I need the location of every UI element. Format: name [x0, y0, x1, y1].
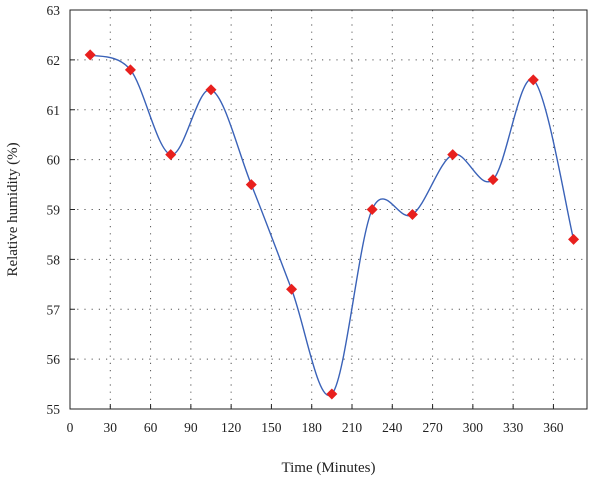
data-point-marker [447, 149, 459, 161]
data-point-marker [124, 64, 136, 76]
x-tick-labels: 0 30 60 90 120 150 180 210 240 270 300 330 360 [67, 420, 564, 435]
data-markers [84, 49, 580, 400]
axis-ticks [69, 9, 554, 410]
y-axis-title: Relative humidity (%) [5, 142, 21, 276]
x-tick-label: 270 [422, 420, 443, 435]
data-point-marker [527, 74, 539, 86]
x-tick-label: 30 [104, 420, 118, 435]
data-point-marker [487, 174, 499, 186]
data-point-marker [165, 149, 177, 161]
data-point-marker [568, 233, 580, 245]
x-tick-label: 300 [463, 420, 484, 435]
x-axis-title: Time (Minutes) [281, 460, 375, 476]
x-tick-label: 180 [302, 420, 323, 435]
data-point-marker [84, 49, 96, 61]
y-tick-label: 63 [47, 3, 61, 18]
series-line [89, 54, 575, 397]
y-tick-labels: 55 56 57 58 59 60 61 62 63 [47, 3, 61, 417]
data-point-marker [286, 283, 298, 295]
x-tick-label: 120 [221, 420, 242, 435]
y-tick-label: 58 [47, 252, 61, 267]
y-tick-label: 60 [47, 153, 61, 168]
y-tick-label: 59 [47, 203, 61, 218]
x-tick-label: 360 [543, 420, 564, 435]
y-tick-label: 55 [47, 402, 61, 417]
y-tick-label: 56 [47, 352, 61, 367]
x-tick-label: 60 [144, 420, 158, 435]
x-tick-label: 90 [184, 420, 198, 435]
x-tick-label: 150 [261, 420, 282, 435]
y-tick-label: 57 [47, 302, 61, 317]
data-point-marker [406, 208, 418, 220]
data-point-marker [245, 179, 257, 191]
x-tick-label: 240 [382, 420, 403, 435]
grid-lines [70, 10, 587, 409]
data-point-marker [366, 204, 378, 215]
x-tick-label: 210 [342, 420, 363, 435]
x-tick-label: 0 [67, 420, 74, 435]
x-tick-label: 330 [503, 420, 524, 435]
y-tick-label: 62 [47, 53, 61, 68]
data-point-marker [326, 388, 338, 400]
data-point-marker [205, 84, 217, 96]
y-tick-label: 61 [47, 103, 61, 118]
